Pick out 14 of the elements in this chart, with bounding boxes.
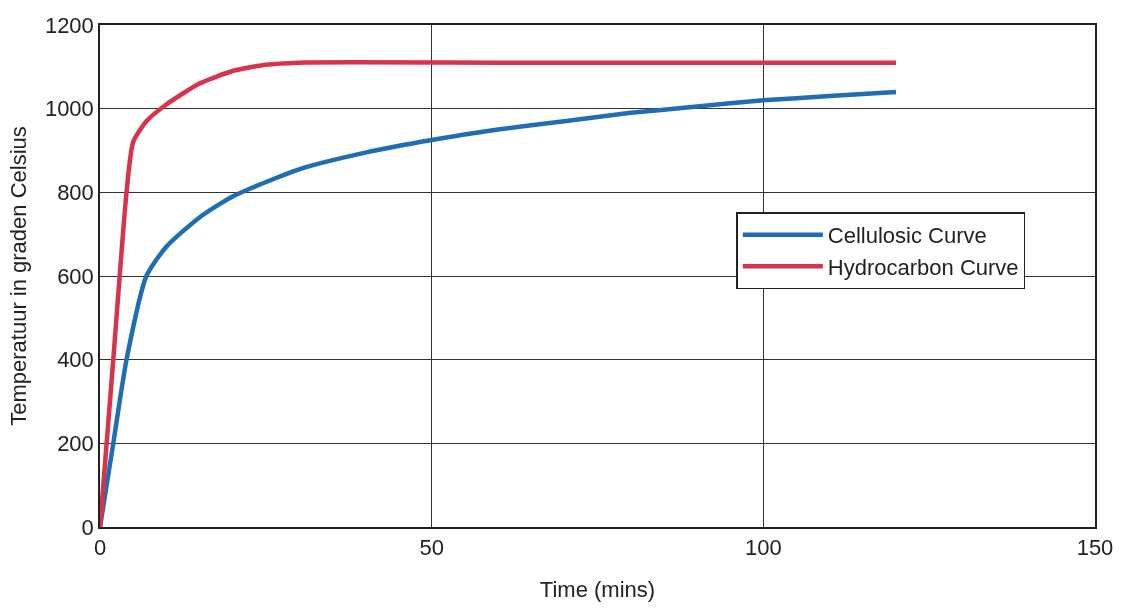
- y-tick-label: 1000: [44, 96, 94, 122]
- y-tick-label: 400: [57, 347, 94, 373]
- y-tick-label: 600: [57, 263, 94, 289]
- x-tick-label: 150: [1076, 535, 1114, 561]
- legend-label: Hydrocarbon Curve: [827, 254, 1019, 280]
- x-axis-title: Time (mins): [539, 576, 656, 602]
- y-tick-label: 1200: [44, 12, 94, 38]
- y-tick-label: 0: [81, 514, 94, 540]
- x-tick-label: 100: [744, 535, 782, 561]
- y-tick-label: 800: [57, 180, 94, 206]
- y-tick-label: 200: [57, 431, 94, 457]
- legend-label: Cellulosic Curve: [827, 223, 987, 249]
- y-axis-title: Temperatuur in graden Celsius: [6, 126, 32, 426]
- x-tick-label: 50: [419, 535, 444, 561]
